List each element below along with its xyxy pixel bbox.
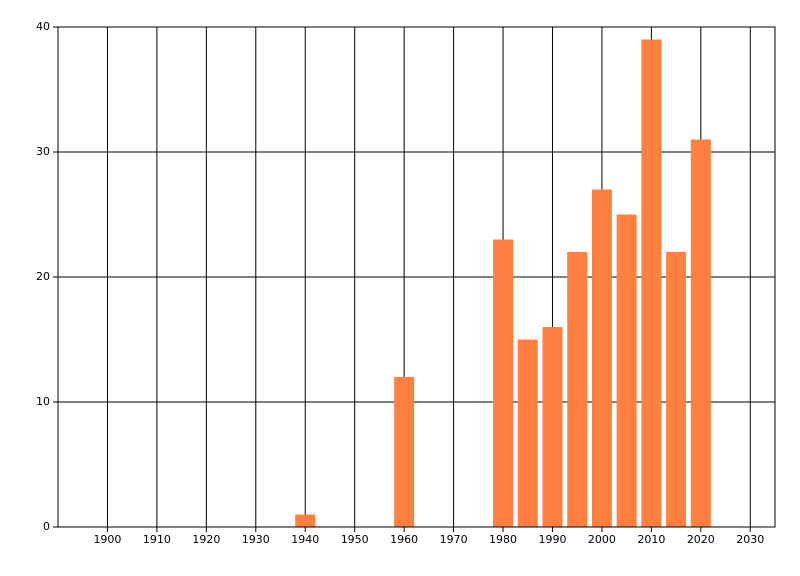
bar — [567, 252, 588, 527]
x-tick-label: 1930 — [242, 533, 270, 546]
bar — [690, 139, 711, 527]
x-tick-label: 2020 — [687, 533, 715, 546]
x-tick-label: 1900 — [93, 533, 121, 546]
bar — [641, 39, 662, 527]
x-tick-label: 1910 — [143, 533, 171, 546]
x-tick-label: 1950 — [341, 533, 369, 546]
bar — [666, 252, 687, 527]
x-tick-label: 2030 — [736, 533, 764, 546]
y-tick-label: 0 — [43, 520, 50, 533]
x-tick-label: 1960 — [390, 533, 418, 546]
y-tick-label: 20 — [36, 270, 50, 283]
bar — [591, 189, 612, 527]
bar — [517, 339, 538, 527]
x-tick-label: 1980 — [489, 533, 517, 546]
bar — [542, 327, 563, 527]
x-tick-label: 1940 — [291, 533, 319, 546]
x-tick-label: 2000 — [588, 533, 616, 546]
x-tick-label: 1970 — [440, 533, 468, 546]
x-tick-label: 2010 — [637, 533, 665, 546]
bar — [493, 239, 514, 527]
y-tick-label: 30 — [36, 145, 50, 158]
x-tick-label: 1920 — [192, 533, 220, 546]
bar — [616, 214, 637, 527]
x-tick-label: 1990 — [538, 533, 566, 546]
bar — [295, 514, 316, 527]
bar — [394, 377, 415, 527]
y-tick-label: 40 — [36, 20, 50, 33]
y-tick-label: 10 — [36, 395, 50, 408]
